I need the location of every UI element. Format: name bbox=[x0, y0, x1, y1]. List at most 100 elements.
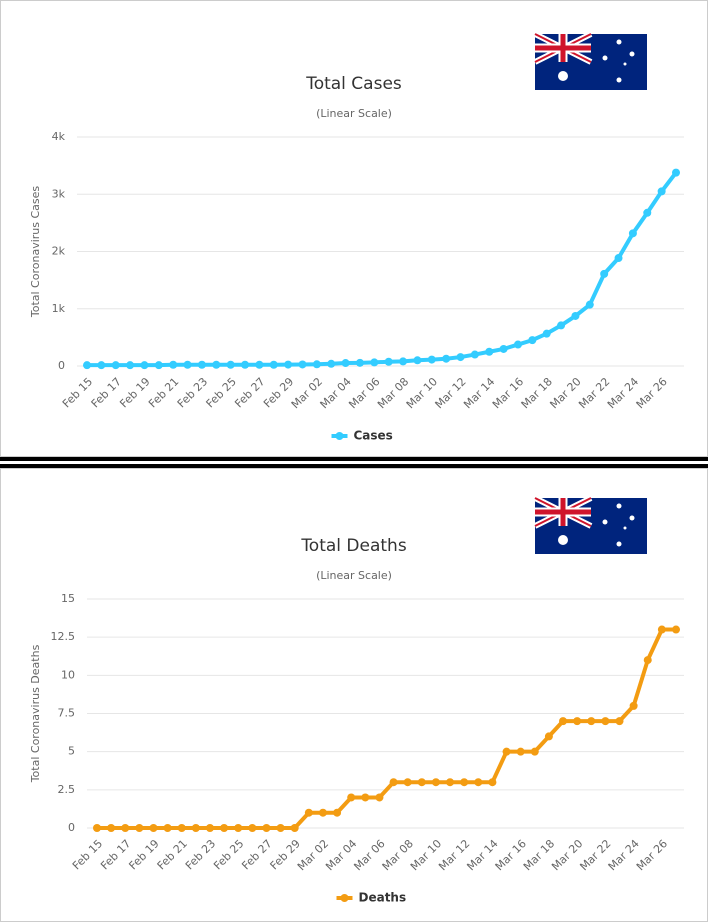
flag bbox=[533, 495, 647, 554]
point bbox=[220, 824, 229, 832]
point bbox=[442, 354, 451, 363]
series-line bbox=[97, 627, 676, 830]
y-tick-label: 1k bbox=[52, 302, 66, 315]
y-tick-label: 3k bbox=[52, 187, 66, 200]
y-tick-label: 0 bbox=[58, 359, 65, 372]
point bbox=[241, 360, 250, 369]
x-tick-label: Mar 12 bbox=[433, 375, 469, 411]
x-tick-label: Mar 18 bbox=[519, 375, 555, 411]
point bbox=[163, 824, 172, 832]
chart-subtitle: (Linear Scale) bbox=[316, 107, 392, 120]
point bbox=[672, 168, 680, 177]
point bbox=[269, 360, 278, 369]
x-tick-label: Feb 15 bbox=[70, 837, 105, 872]
point bbox=[573, 717, 582, 726]
x-tick-label: Feb 19 bbox=[126, 837, 161, 872]
point bbox=[355, 358, 364, 367]
point bbox=[255, 360, 264, 369]
x-tick-label: Mar 06 bbox=[346, 375, 382, 411]
point bbox=[312, 360, 321, 369]
point bbox=[571, 311, 580, 320]
point bbox=[600, 269, 609, 278]
y-tick-label: 5 bbox=[68, 745, 75, 758]
point bbox=[629, 701, 638, 710]
point bbox=[83, 361, 91, 370]
y-tick-label: 2.5 bbox=[58, 783, 76, 796]
x-tick-label: Feb 27 bbox=[232, 375, 267, 410]
point bbox=[375, 793, 384, 802]
point bbox=[559, 717, 568, 726]
x-tick-label: Feb 19 bbox=[117, 375, 152, 410]
x-tick-label: Feb 21 bbox=[146, 375, 181, 410]
point bbox=[370, 358, 379, 367]
x-tick-label: Feb 21 bbox=[155, 837, 190, 872]
y-tick-label: 2k bbox=[52, 245, 66, 258]
point bbox=[361, 793, 370, 802]
x-tick-label: Mar 04 bbox=[318, 375, 354, 411]
point bbox=[126, 361, 135, 370]
x-tick-label: Feb 23 bbox=[183, 837, 218, 872]
point bbox=[470, 350, 479, 359]
legend: Cases bbox=[354, 429, 393, 443]
point bbox=[212, 360, 221, 369]
point bbox=[460, 778, 469, 787]
point bbox=[585, 300, 594, 309]
point bbox=[672, 625, 680, 634]
point bbox=[121, 824, 130, 832]
x-tick-label: Mar 26 bbox=[634, 837, 670, 873]
point bbox=[513, 340, 522, 349]
point bbox=[485, 347, 494, 356]
x-tick-label: Mar 22 bbox=[576, 375, 612, 411]
x-tick-label: Feb 15 bbox=[60, 375, 95, 410]
point bbox=[628, 229, 637, 238]
point bbox=[384, 357, 393, 366]
legend: Deaths bbox=[359, 891, 407, 905]
point bbox=[169, 360, 178, 369]
point bbox=[304, 808, 313, 817]
point bbox=[234, 824, 243, 832]
point bbox=[530, 747, 539, 756]
x-tick-label: Mar 16 bbox=[490, 375, 526, 411]
point bbox=[615, 717, 624, 726]
y-tick-label: 0 bbox=[68, 821, 75, 834]
point bbox=[191, 824, 200, 832]
point bbox=[333, 808, 342, 817]
point bbox=[499, 344, 508, 353]
x-tick-label: Feb 23 bbox=[175, 375, 210, 410]
point bbox=[403, 778, 412, 787]
y-tick-label: 12.5 bbox=[51, 630, 76, 643]
point bbox=[93, 824, 101, 832]
point bbox=[427, 355, 436, 364]
point bbox=[262, 824, 271, 832]
chart-title: Total Cases bbox=[305, 74, 402, 94]
point bbox=[318, 808, 327, 817]
point bbox=[456, 353, 465, 362]
x-tick-label: Mar 24 bbox=[605, 375, 641, 411]
point bbox=[446, 778, 455, 787]
point bbox=[135, 824, 144, 832]
y-axis-label: Total Coronavirus Deaths bbox=[29, 644, 42, 783]
point bbox=[657, 625, 666, 634]
point bbox=[488, 778, 497, 787]
x-tick-label: Mar 08 bbox=[375, 375, 411, 411]
point bbox=[154, 361, 163, 370]
point bbox=[197, 360, 206, 369]
point bbox=[544, 732, 553, 741]
point bbox=[97, 361, 106, 370]
y-tick-label: 4k bbox=[52, 130, 66, 143]
point bbox=[183, 360, 192, 369]
point bbox=[399, 357, 408, 366]
flag bbox=[533, 31, 647, 90]
point bbox=[614, 254, 623, 263]
x-tick-label: Mar 26 bbox=[634, 375, 670, 411]
point bbox=[587, 717, 596, 726]
point bbox=[601, 717, 610, 726]
x-tick-label: Feb 17 bbox=[89, 375, 124, 410]
point bbox=[347, 793, 356, 802]
point bbox=[417, 778, 426, 787]
legend-marker bbox=[335, 432, 344, 440]
point bbox=[431, 778, 440, 787]
point bbox=[341, 359, 350, 368]
point bbox=[226, 360, 235, 369]
